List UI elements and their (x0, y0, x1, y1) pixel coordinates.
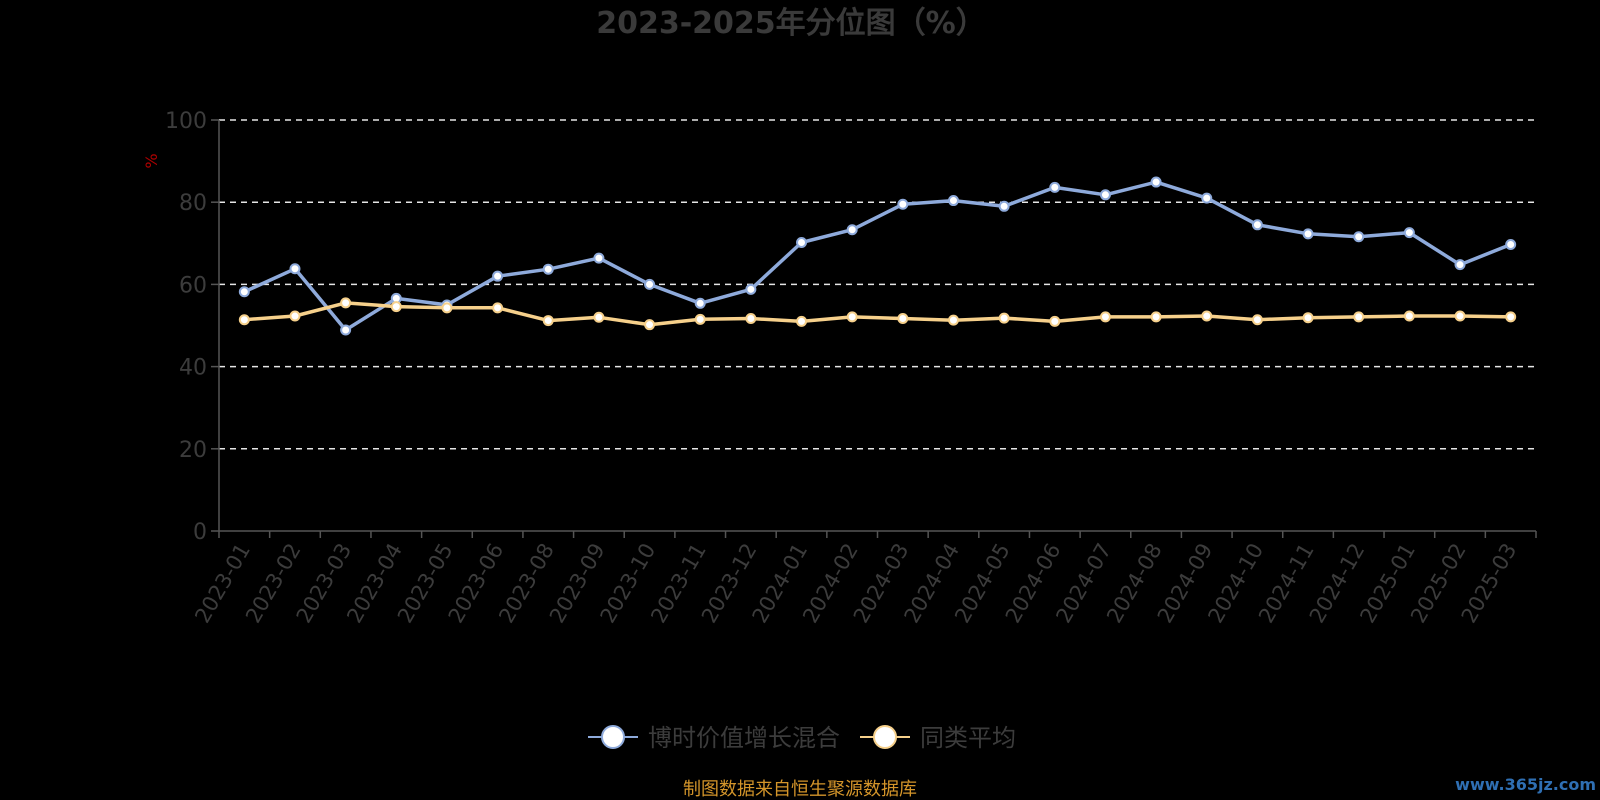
series-group (238, 176, 1517, 336)
series-1-point (340, 324, 352, 336)
series-2-point (1353, 311, 1365, 323)
series-1-point (1505, 239, 1517, 251)
series-2-point (340, 297, 352, 309)
series-2-point (1505, 311, 1517, 323)
series-1-point (542, 263, 554, 275)
axes (211, 119, 1537, 538)
series-1-point (1302, 228, 1314, 240)
series-1-point (492, 270, 504, 282)
y-tick-label: 40 (179, 356, 207, 381)
series-2-point (238, 314, 250, 326)
series-2-point (998, 312, 1010, 324)
series-2-point (1049, 315, 1061, 327)
x-axis-ticks: 2023-012023-022023-032023-042023-052023-… (190, 539, 1521, 627)
series-2-point (441, 302, 453, 314)
series-1-point (1099, 189, 1111, 201)
y-tick-label: 60 (179, 273, 207, 298)
series-2-point (1201, 310, 1213, 322)
series-1-point (846, 224, 858, 236)
series-1-point (694, 297, 706, 309)
series-1-point (947, 195, 959, 207)
series-1-point (593, 252, 605, 264)
series-1-point (238, 286, 250, 298)
series-1-point (644, 278, 656, 290)
series-1-point (998, 200, 1010, 212)
y-tick-label: 80 (179, 191, 207, 216)
source-note: 制图数据来自恒生聚源数据库 (683, 779, 917, 800)
series-1-point (289, 263, 301, 275)
legend-label-1: 博时价值增长混合 (648, 724, 840, 752)
series-1-point (1353, 231, 1365, 243)
series-1-point (745, 283, 757, 295)
grid-lines (219, 119, 1536, 450)
series-line-2 (244, 301, 1511, 327)
series-2-point (1454, 310, 1466, 322)
series-2-point (1403, 310, 1415, 322)
y-axis-unit-label: % (142, 153, 161, 168)
y-tick-label: 100 (165, 109, 207, 134)
series-2-point (745, 313, 757, 325)
y-tick-label: 0 (193, 520, 207, 545)
series-1-point (1403, 227, 1415, 239)
series-2-point (897, 313, 909, 325)
series-2-point (1251, 314, 1263, 326)
series-2-point (1099, 311, 1111, 323)
legend: 博时价值增长混合 同类平均 (588, 724, 1016, 752)
series-1-point (1150, 176, 1162, 188)
series-2-point (542, 315, 554, 327)
series-2-point (846, 311, 858, 323)
chart-title: 2023-2025年分位图（%） (596, 6, 986, 41)
series-2-point (1302, 312, 1314, 324)
series-1-point (796, 236, 808, 248)
series-1-point (1251, 219, 1263, 231)
series-2-point (390, 301, 402, 313)
legend-marker-2 (873, 725, 897, 749)
series-2-point (593, 311, 605, 323)
series-2-point (947, 314, 959, 326)
legend-label-2: 同类平均 (920, 724, 1016, 752)
y-tick-label: 20 (179, 438, 207, 463)
y-axis-ticks: 0 20 40 60 80 100 (165, 109, 207, 545)
series-1-point (1201, 192, 1213, 204)
series-line-1 (243, 180, 1512, 332)
series-2-point (644, 319, 656, 331)
watermark: www.365jz.com (1455, 775, 1596, 794)
series-1-point (897, 198, 909, 210)
series-1-point (1454, 259, 1466, 271)
series-2-point (289, 310, 301, 322)
series-2-point (492, 302, 504, 314)
series-2-point (796, 315, 808, 327)
legend-marker-1 (601, 725, 625, 749)
series-1-point (1049, 181, 1061, 193)
series-2-point (1150, 311, 1162, 323)
series-2-point (694, 313, 706, 325)
